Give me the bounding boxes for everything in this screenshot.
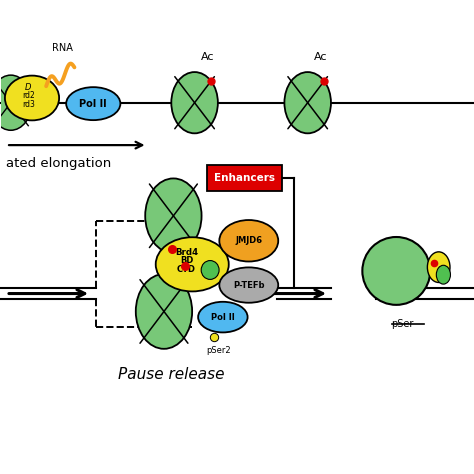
Ellipse shape: [156, 237, 229, 292]
Ellipse shape: [201, 261, 219, 279]
Text: ated elongation: ated elongation: [6, 157, 111, 170]
Text: Ac: Ac: [201, 53, 214, 63]
Ellipse shape: [428, 252, 450, 283]
Ellipse shape: [136, 274, 192, 349]
Text: CTD: CTD: [177, 264, 196, 273]
Text: Pol II: Pol II: [80, 99, 107, 109]
Text: BD: BD: [180, 256, 193, 265]
Text: JMJD6: JMJD6: [235, 236, 262, 245]
Text: P-TEFb: P-TEFb: [233, 281, 264, 290]
Text: Brd4: Brd4: [175, 247, 198, 256]
Text: pSer: pSer: [392, 319, 414, 329]
Text: Pol II: Pol II: [211, 313, 235, 321]
Text: Ac: Ac: [314, 53, 327, 63]
Ellipse shape: [145, 178, 201, 253]
Ellipse shape: [198, 302, 247, 332]
Text: Pause release: Pause release: [118, 366, 224, 382]
Ellipse shape: [284, 72, 331, 133]
Ellipse shape: [437, 265, 450, 284]
Ellipse shape: [66, 87, 120, 120]
Ellipse shape: [0, 75, 32, 130]
Text: rd3: rd3: [22, 100, 35, 109]
Text: Enhancers: Enhancers: [214, 173, 274, 183]
Text: pSer2: pSer2: [206, 346, 230, 356]
Text: D: D: [25, 83, 31, 92]
Ellipse shape: [219, 267, 278, 303]
Text: RNA: RNA: [52, 43, 73, 54]
Ellipse shape: [219, 220, 278, 262]
Text: rd2: rd2: [22, 91, 35, 100]
Circle shape: [362, 237, 430, 305]
Ellipse shape: [171, 72, 218, 133]
Ellipse shape: [5, 76, 59, 120]
FancyBboxPatch shape: [207, 165, 282, 191]
